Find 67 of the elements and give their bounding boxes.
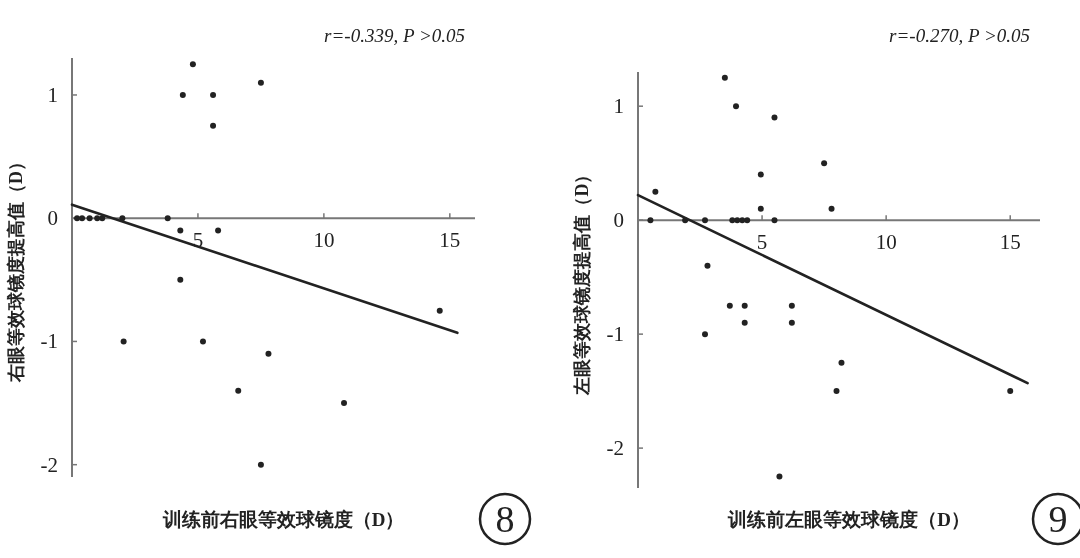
point (265, 350, 272, 357)
point (744, 217, 751, 224)
x-axis-title: 训练前右眼等效球镜度（D） (161, 509, 405, 530)
point (164, 215, 171, 222)
x-axis-title: 训练前左眼等效球镜度（D） (727, 509, 970, 530)
point (1007, 388, 1014, 395)
point (702, 331, 708, 338)
point (120, 338, 127, 345)
point (788, 319, 795, 326)
x-tick-label: 10 (313, 228, 335, 253)
y-tick-label: -2 (606, 436, 624, 461)
point (177, 227, 184, 234)
point (729, 217, 736, 224)
point (771, 217, 778, 224)
point (99, 215, 106, 222)
y-tick-label: 0 (613, 208, 624, 233)
x-tick-label: 15 (999, 230, 1021, 255)
point (86, 215, 93, 222)
point (776, 473, 783, 480)
point (741, 302, 748, 309)
point (436, 307, 443, 314)
text: 9 (1048, 498, 1068, 540)
point (741, 319, 748, 326)
point (94, 215, 101, 222)
y-tick-label: 1 (47, 82, 58, 107)
point (726, 302, 733, 309)
point (739, 217, 746, 224)
point (734, 217, 741, 224)
point (833, 388, 840, 395)
point (702, 217, 708, 224)
point (828, 205, 835, 212)
point (838, 359, 845, 366)
x-tick-label: 10 (875, 230, 897, 255)
point (257, 461, 264, 468)
point (179, 91, 186, 98)
y-axis-title: 左眼等效球镜度提高值（D） (572, 165, 592, 396)
text: 8 (495, 498, 515, 540)
point (257, 79, 264, 86)
point (821, 160, 828, 167)
y-tick-label: 1 (613, 94, 624, 119)
point (704, 262, 711, 269)
point (647, 217, 654, 224)
y-tick-label: -2 (40, 452, 58, 477)
point (235, 387, 242, 394)
y-tick-label: -1 (606, 322, 624, 347)
x-tick-label: 15 (439, 228, 461, 253)
text: r=-0.270, P >0.05 (889, 25, 1030, 46)
point (210, 122, 217, 129)
point (757, 205, 764, 212)
point (733, 103, 740, 110)
point (79, 215, 86, 222)
point (199, 338, 206, 345)
point (341, 400, 348, 407)
point (757, 171, 764, 178)
point (652, 188, 659, 195)
point (189, 61, 196, 68)
text: r=-0.339, P >0.05 (324, 25, 465, 46)
y-tick-label: -1 (40, 329, 58, 354)
y-axis-title: 右眼等效球镜度提高值（D） (6, 153, 26, 383)
point (210, 91, 217, 98)
point (721, 74, 728, 81)
y-tick-label: 0 (47, 206, 58, 231)
point (771, 114, 778, 121)
point (788, 302, 795, 309)
point (177, 276, 184, 283)
point (215, 227, 222, 234)
x-tick-label: 5 (756, 230, 768, 255)
